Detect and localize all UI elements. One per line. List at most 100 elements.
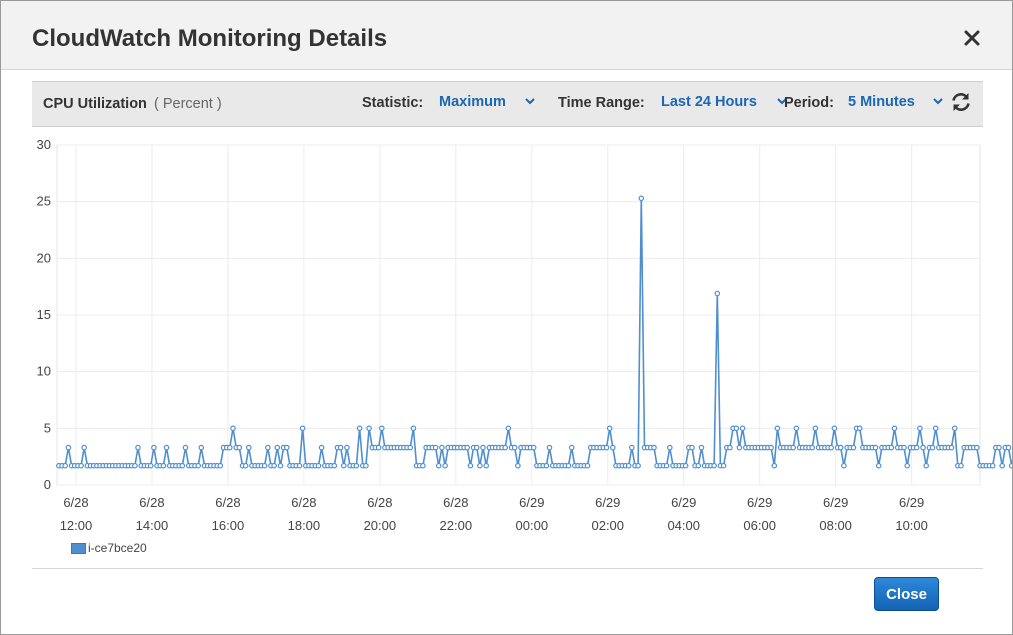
close-button[interactable]: Close	[874, 577, 939, 611]
data-point	[1005, 444, 1012, 451]
x-tick-date: 6/29	[671, 495, 696, 510]
data-point	[283, 444, 290, 451]
data-point	[480, 444, 486, 451]
data-point	[929, 444, 936, 451]
data-point	[695, 462, 702, 469]
close-icon[interactable]	[959, 25, 985, 51]
data-point	[483, 462, 490, 469]
data-point	[856, 425, 863, 432]
period-dropdown[interactable]: 5 Minutes	[848, 94, 915, 110]
data-point	[363, 462, 369, 469]
data-point	[888, 444, 895, 451]
data-point	[727, 444, 733, 451]
time-range-dropdown[interactable]: Last 24 Hours	[661, 94, 757, 110]
data-point	[135, 444, 141, 451]
data-point	[720, 462, 727, 469]
statistic-dropdown[interactable]: Maximum	[439, 94, 506, 110]
data-point	[375, 444, 382, 451]
data-point	[467, 462, 474, 469]
x-tick-time: 12:00	[60, 518, 93, 533]
data-point	[812, 425, 819, 432]
data-point	[736, 444, 743, 451]
data-point	[917, 425, 923, 432]
legend-label: i-ce7bce20	[88, 541, 147, 555]
data-point	[850, 444, 857, 451]
y-tick-label: 20	[37, 250, 51, 265]
data-point	[331, 462, 338, 469]
data-point	[841, 462, 847, 469]
refresh-icon[interactable]	[949, 90, 973, 114]
cpu-utilization-chart: 0 5 10 15 20 25 30 6/28 12:00 6/28 14:00 6/28 16:00 6…	[37, 137, 1012, 533]
data-point	[432, 444, 439, 451]
chevron-down-icon[interactable]	[777, 98, 787, 105]
data-point	[768, 444, 774, 451]
data-point	[147, 462, 154, 469]
data-point	[217, 462, 224, 469]
x-tick-time: 20:00	[364, 518, 397, 533]
data-point	[477, 462, 483, 469]
x-tick-date: 6/28	[291, 495, 316, 510]
data-point	[163, 444, 170, 451]
data-point	[296, 462, 303, 469]
data-point	[198, 444, 205, 451]
data-point	[837, 444, 844, 451]
data-point	[606, 425, 613, 432]
data-point	[435, 462, 442, 469]
data-point	[464, 444, 471, 451]
y-tick-label: 0	[44, 477, 51, 492]
dialog-title: CloudWatch Monitoring Details	[32, 25, 388, 52]
data-point	[698, 444, 705, 451]
data-point	[271, 462, 277, 469]
data-point	[891, 425, 898, 432]
data-point	[195, 462, 202, 469]
data-point	[236, 444, 243, 451]
y-tick-label: 15	[37, 307, 51, 322]
data-point	[790, 444, 797, 451]
data-point	[913, 444, 920, 451]
data-point	[502, 444, 509, 451]
x-tick-time: 00:00	[516, 518, 549, 533]
data-point	[505, 425, 512, 432]
y-tick-label: 30	[37, 137, 51, 152]
data-point	[81, 444, 88, 451]
period-label: Period:	[784, 95, 834, 111]
data-point	[584, 462, 591, 469]
data-point	[407, 444, 414, 451]
data-point	[948, 444, 955, 451]
data-point	[951, 425, 958, 432]
data-point	[230, 425, 236, 432]
x-tick-time: 14:00	[136, 518, 169, 533]
data-point	[543, 462, 550, 469]
data-point	[904, 462, 911, 469]
chevron-down-icon[interactable]	[525, 98, 535, 105]
dialog-header: CloudWatch Monitoring Details	[1, 1, 1012, 70]
data-point	[65, 444, 72, 451]
x-tick-time: 22:00	[440, 518, 473, 533]
data-point	[973, 444, 980, 451]
data-point	[439, 444, 445, 451]
data-point	[923, 462, 930, 469]
data-point	[901, 444, 907, 451]
x-tick-time: 08:00	[819, 518, 852, 533]
data-point	[932, 425, 939, 432]
data-point	[999, 462, 1006, 469]
data-point	[62, 462, 68, 469]
chevron-down-icon[interactable]	[933, 98, 943, 105]
data-point	[546, 444, 553, 451]
data-point	[774, 425, 781, 432]
data-point	[78, 462, 84, 469]
data-point	[663, 462, 670, 469]
data-point	[340, 462, 347, 469]
data-point	[264, 444, 271, 451]
data-point	[958, 462, 964, 469]
data-point	[638, 195, 645, 202]
data-point	[179, 462, 186, 469]
y-tick-label: 25	[37, 194, 51, 209]
data-point	[242, 462, 249, 469]
data-point	[635, 462, 641, 469]
statistic-label: Statistic:	[362, 95, 424, 111]
data-point	[353, 462, 360, 469]
data-point	[682, 462, 689, 469]
data-point	[299, 425, 306, 432]
